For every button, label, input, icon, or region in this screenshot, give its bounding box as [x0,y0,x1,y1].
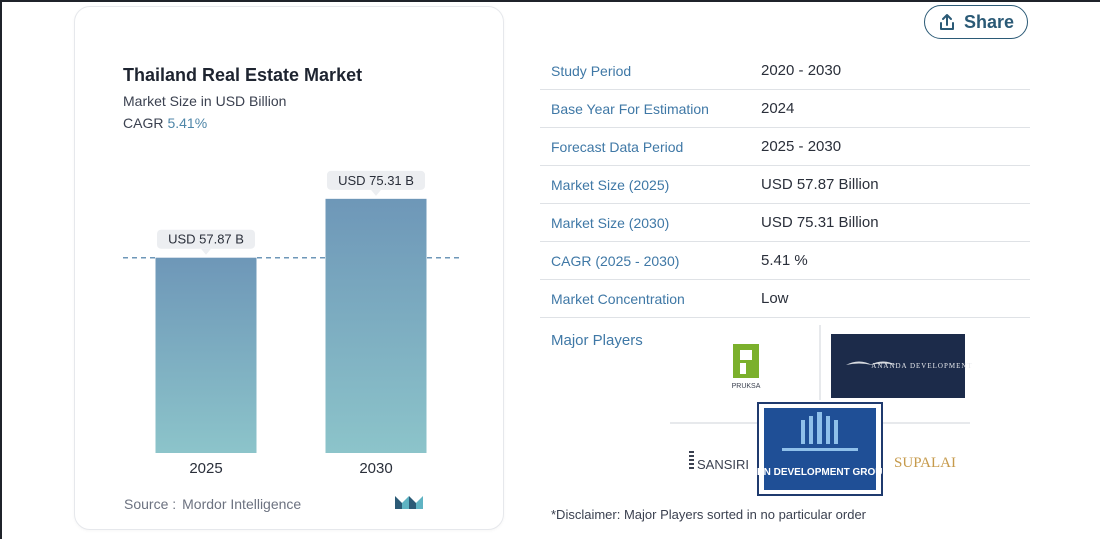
value-label-bg-2025 [157,229,255,249]
bar-2025 [155,257,257,453]
chart-subtitle: Market Size in USD Billion [123,93,287,109]
value-label-pointer-2025 [201,248,211,255]
info-value: Low [761,290,789,307]
share-button[interactable]: Share [924,5,1028,39]
info-value: 2020 - 2030 [761,62,842,79]
info-value: USD 75.31 Billion [761,214,879,231]
disclaimer-note: *Disclaimer: Major Players sorted in no … [551,507,867,522]
bar-2030 [325,198,427,453]
x-tick-label-2030: 2030 [359,460,392,477]
info-value: 2025 - 2030 [761,138,842,155]
supalai-logo: SUPALAI [894,455,956,471]
info-value: 5.41 % [761,252,808,269]
source-value: Mordor Intelligence [182,496,302,512]
ananda-text: ANANDA DEVELOPMENT [871,362,972,370]
value-label-2025: USD 57.87 B [168,232,244,247]
ananda-logo: ANANDA DEVELOPMENT [831,334,972,398]
info-row-cagr: CAGR (2025 - 2030) 5.41 % [540,242,1030,280]
major-players-logos: PRUKSA ANANDA DEVELOPMENT LPN DEVELOPMEN… [670,325,972,496]
pruksa-text: PRUKSA [732,383,761,390]
window-left-border [0,0,2,539]
sansiri-text: SANSIRI [697,457,749,472]
info-key: Market Concentration [551,291,685,307]
bar-chart: USD 57.87 B 2025 USD 75.31 B 2030 [123,170,461,477]
info-row-study-period: Study Period 2020 - 2030 [540,52,1030,90]
value-label-bg-2030 [327,170,425,190]
lpn-logo: LPN DEVELOPMENT GROUP [751,402,890,496]
info-key: Market Size (2025) [551,177,670,193]
major-players-label: Major Players [551,332,643,349]
x-tick-label-2025: 2025 [189,460,222,477]
sansiri-logo: SANSIRI [689,451,749,472]
info-key: Market Size (2030) [551,215,670,231]
info-row-market-size-2025: Market Size (2025) USD 57.87 Billion [540,166,1030,204]
market-chart-card: Thailand Real Estate Market Market Size … [74,6,504,530]
share-upload-icon [939,14,954,30]
window-top-border [0,0,1100,2]
source-label: Source : [124,496,177,512]
pruksa-logo: PRUKSA [732,344,761,390]
info-value: USD 57.87 Billion [761,176,879,193]
share-label: Share [963,11,1015,32]
chart-cagr: CAGR 5.41% [123,115,207,131]
value-label-2030: USD 75.31 B [338,173,414,188]
info-key: Base Year For Estimation [551,101,709,117]
value-label-pointer-2030 [371,189,381,196]
info-key: CAGR (2025 - 2030) [551,253,680,269]
info-key: Forecast Data Period [551,139,684,155]
info-value: 2024 [761,100,795,117]
cagr-label: CAGR [123,115,164,131]
info-row-market-size-2030: Market Size (2030) USD 75.31 Billion [540,204,1030,242]
info-key: Study Period [551,63,632,79]
info-row-market-concentration: Market Concentration Low [540,280,1030,318]
info-row-base-year: Base Year For Estimation 2024 [540,90,1030,128]
market-info-table: Study Period 2020 - 2030 Base Year For E… [540,52,1030,318]
cagr-value: 5.41% [167,115,208,131]
source-note: Source : Mordor Intelligence [124,496,301,512]
mordor-intelligence-logo [395,496,423,509]
supalai-text: SUPALAI [894,455,956,471]
chart-title: Thailand Real Estate Market [123,65,363,85]
lpn-text: LPN DEVELOPMENT GROUP [751,467,890,478]
info-row-forecast-period: Forecast Data Period 2025 - 2030 [540,128,1030,166]
